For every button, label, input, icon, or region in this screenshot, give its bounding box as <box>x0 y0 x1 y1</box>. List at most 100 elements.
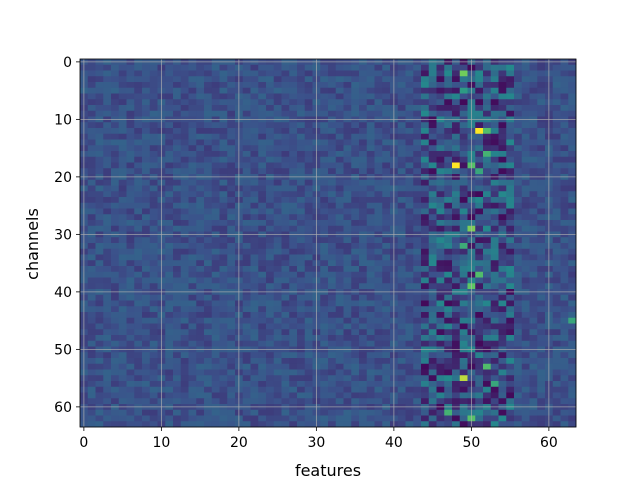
heatmap-cell <box>118 168 127 175</box>
heatmap-cell <box>87 271 96 278</box>
heatmap-cell <box>521 381 530 388</box>
heatmap-cell <box>490 421 499 428</box>
heatmap-cell <box>173 76 182 83</box>
heatmap-cell <box>142 363 151 370</box>
heatmap-cell <box>514 317 523 324</box>
heatmap-cell <box>521 283 530 290</box>
heatmap-cell <box>421 197 430 204</box>
heatmap-cell <box>118 151 127 158</box>
heatmap-cell <box>227 162 236 169</box>
heatmap-cell <box>374 329 383 336</box>
heatmap-cell <box>452 202 461 209</box>
heatmap-cell <box>452 133 461 140</box>
heatmap-cell <box>397 392 406 399</box>
heatmap-cell <box>173 243 182 250</box>
heatmap-cell <box>335 237 344 244</box>
heatmap-cell <box>459 386 468 393</box>
heatmap-cell <box>95 300 104 307</box>
heatmap-cell <box>126 415 135 422</box>
heatmap-cell <box>304 133 313 140</box>
heatmap-cell <box>374 185 383 192</box>
heatmap-cell <box>180 225 189 232</box>
heatmap-cell <box>196 358 205 365</box>
heatmap-cell <box>142 381 151 388</box>
heatmap-cell <box>266 254 275 261</box>
heatmap-cell <box>111 375 120 382</box>
heatmap-cell <box>273 220 282 227</box>
heatmap-cell <box>552 179 561 186</box>
heatmap-cell <box>514 87 523 94</box>
heatmap-cell <box>142 105 151 112</box>
heatmap-cell <box>250 151 259 158</box>
heatmap-cell <box>382 162 391 169</box>
heatmap-cell <box>405 283 414 290</box>
heatmap-cell <box>514 243 523 250</box>
heatmap-cell <box>297 277 306 284</box>
heatmap-cell <box>204 110 213 117</box>
heatmap-cell <box>335 317 344 324</box>
heatmap-cell <box>374 105 383 112</box>
heatmap-cell <box>281 294 290 301</box>
heatmap-cell <box>498 191 507 198</box>
heatmap-cell <box>529 220 538 227</box>
heatmap-cell <box>475 363 484 370</box>
heatmap-cell <box>211 168 220 175</box>
heatmap-cell <box>351 122 360 129</box>
heatmap-cell <box>149 409 158 416</box>
heatmap-cell <box>273 110 282 117</box>
heatmap-cell <box>95 145 104 152</box>
heatmap-cell <box>149 179 158 186</box>
heatmap-cell <box>219 266 228 273</box>
heatmap-cell <box>537 254 546 261</box>
heatmap-cell <box>436 248 445 255</box>
heatmap-cell <box>514 208 523 215</box>
heatmap-cell <box>397 294 406 301</box>
heatmap-cell <box>258 260 267 267</box>
heatmap-cell <box>87 76 96 83</box>
heatmap-cell <box>118 323 127 330</box>
heatmap-cell <box>111 122 120 129</box>
heatmap-cell <box>242 99 251 106</box>
heatmap-cell <box>436 139 445 146</box>
heatmap-cell <box>444 151 453 158</box>
heatmap-cell <box>343 266 352 273</box>
heatmap-cell <box>483 82 492 89</box>
heatmap-cell <box>273 386 282 393</box>
heatmap-cell <box>173 105 182 112</box>
heatmap-cell <box>320 248 329 255</box>
heatmap-cell <box>359 122 368 129</box>
heatmap-cell <box>475 358 484 365</box>
heatmap-cell <box>537 266 546 273</box>
heatmap-cell <box>126 156 135 163</box>
heatmap-cell <box>103 225 112 232</box>
heatmap-cell <box>134 145 143 152</box>
heatmap-cell <box>250 82 259 89</box>
heatmap-cell <box>219 179 228 186</box>
heatmap-cell <box>374 237 383 244</box>
heatmap-cell <box>428 156 437 163</box>
heatmap-cell <box>250 179 259 186</box>
heatmap-cell <box>444 369 453 376</box>
heatmap-cell <box>359 139 368 146</box>
heatmap-cell <box>475 225 484 232</box>
heatmap-cell <box>196 335 205 342</box>
heatmap-cell <box>552 375 561 382</box>
heatmap-cell <box>126 421 135 428</box>
heatmap-cell <box>273 243 282 250</box>
heatmap-cell <box>537 191 546 198</box>
heatmap-cell <box>459 306 468 313</box>
heatmap-cell <box>428 70 437 77</box>
heatmap-cell <box>343 352 352 359</box>
heatmap-cell <box>490 197 499 204</box>
heatmap-cell <box>134 162 143 169</box>
heatmap-cell <box>118 352 127 359</box>
heatmap-cell <box>560 202 569 209</box>
heatmap-cell <box>459 70 468 77</box>
heatmap-cell <box>397 283 406 290</box>
heatmap-cell <box>366 64 375 71</box>
heatmap-cell <box>374 93 383 100</box>
heatmap-cell <box>529 99 538 106</box>
heatmap-cell <box>490 105 499 112</box>
heatmap-cell <box>242 179 251 186</box>
heatmap-cell <box>382 122 391 129</box>
